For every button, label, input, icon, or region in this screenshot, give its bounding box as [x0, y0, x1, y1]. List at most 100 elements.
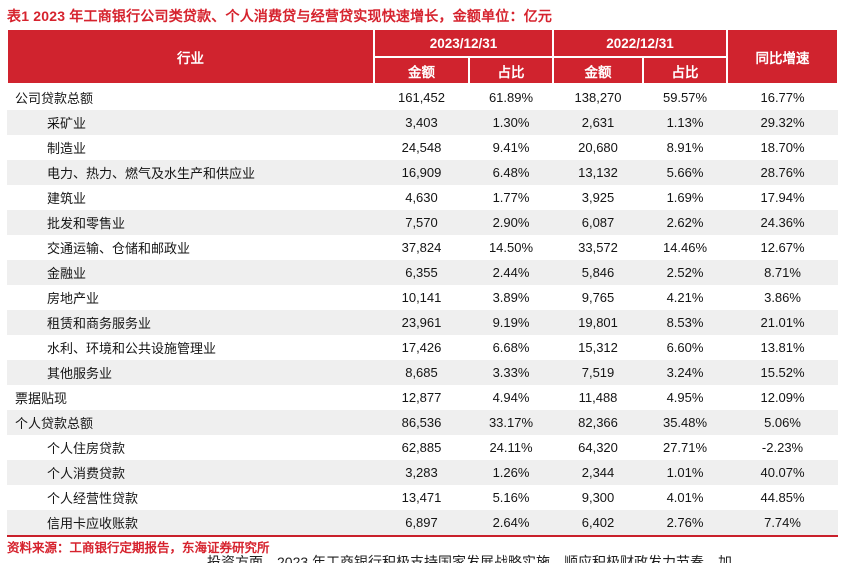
industry-label: 租赁和商务服务业: [47, 316, 152, 331]
amount-2022-cell: 138,270: [574, 90, 622, 105]
table-header: 行业 2023/12/31 2022/12/31 同比增速 金额 占比 金额 占…: [6, 28, 840, 85]
amount-2023-cell: 8,685: [405, 365, 438, 380]
amount-2023-cell: 3,283: [405, 465, 438, 480]
industry-label: 信用卡应收账款: [47, 516, 139, 531]
header-industry: 行业: [6, 28, 375, 85]
amount-2023-cell: 4,630: [405, 190, 438, 205]
yoy-cell: 3.86%: [764, 290, 801, 305]
amount-2023-cell: 17,426: [401, 340, 442, 355]
share-2022-cell: 1.13%: [666, 115, 704, 130]
amount-2023-cell: 161,452: [398, 90, 445, 105]
table-row: 批发和零售业 7,570 2.90% 6,087 2.62% 24.36%: [7, 210, 839, 235]
amount-2022-cell: 11,488: [578, 390, 618, 405]
industry-label: 个人贷款总额: [15, 416, 94, 431]
share-2023-cell: 2.64%: [492, 515, 530, 530]
yoy-cell: 5.06%: [764, 415, 801, 430]
header-date-2022: 2022/12/31: [552, 28, 729, 58]
share-2023-cell: 14.50%: [488, 240, 534, 255]
header-share-2022: 占比: [642, 56, 729, 85]
share-2023-cell: 9.41%: [492, 140, 530, 155]
share-2022-cell: 2.76%: [666, 515, 704, 530]
table-row: 其他服务业 8,685 3.33% 7,519 3.24% 15.52%: [7, 360, 839, 385]
share-2022-cell: 1.69%: [666, 190, 704, 205]
table-row: 个人消费贷款 3,283 1.26% 2,344 1.01% 40.07%: [7, 460, 839, 485]
amount-2022-cell: 20,680: [578, 140, 618, 155]
industry-label: 个人住房贷款: [47, 441, 126, 456]
amount-2023-cell: 23,961: [401, 315, 442, 330]
amount-2023-cell: 86,536: [401, 415, 442, 430]
share-2023-cell: 3.33%: [492, 365, 530, 380]
table-row: 电力、热力、燃气及水生产和供应业 16,909 6.48% 13,132 5.6…: [7, 160, 839, 185]
amount-2022-cell: 33,572: [578, 240, 618, 255]
amount-2022-cell: 82,366: [578, 415, 618, 430]
share-2022-cell: 14.46%: [662, 240, 708, 255]
yoy-cell: 12.67%: [760, 240, 805, 255]
yoy-cell: 7.74%: [764, 515, 801, 530]
amount-2023-cell: 10,141: [401, 290, 442, 305]
yoy-cell: 21.01%: [760, 315, 805, 330]
header-amount-2022: 金额: [552, 56, 645, 85]
amount-2022-cell: 9,765: [581, 290, 615, 305]
amount-2023-cell: 3,403: [405, 115, 438, 130]
share-2022-cell: 6.60%: [666, 340, 704, 355]
amount-2022-cell: 6,087: [581, 215, 615, 230]
amount-2022-cell: 2,344: [581, 465, 615, 480]
table-row: 水利、环境和公共设施管理业 17,426 6.68% 15,312 6.60% …: [7, 335, 838, 360]
share-2023-cell: 5.16%: [492, 490, 530, 505]
yoy-cell: 12.09%: [760, 390, 805, 405]
share-2023-cell: 4.94%: [492, 390, 530, 405]
table-row: 制造业 24,548 9.41% 20,680 8.91% 18.70%: [7, 135, 838, 160]
amount-2023-cell: 16,909: [401, 165, 442, 180]
amount-2022-cell: 2,631: [581, 115, 615, 130]
table-title: 表1 2023 年工商银行公司类贷款、个人消费贷与经营贷实现快速增长，金额单位：…: [7, 8, 553, 24]
table-row: 采矿业 3,403 1.30% 2,631 1.13% 29.32%: [7, 110, 839, 135]
industry-label: 水利、环境和公共设施管理业: [47, 341, 217, 356]
share-2023-cell: 6.48%: [492, 165, 530, 180]
share-2023-cell: 33.17%: [488, 415, 534, 430]
amount-2023-cell: 6,355: [405, 265, 438, 280]
yoy-cell: 28.76%: [760, 165, 805, 180]
share-2023-cell: 2.90%: [492, 215, 530, 230]
share-2022-cell: 4.95%: [666, 390, 704, 405]
amount-2022-cell: 64,320: [578, 440, 618, 455]
amount-2023-cell: 13,471: [401, 490, 442, 505]
loan-breakdown-table: 行业 2023/12/31 2022/12/31 同比增速 金额 占比 金额 占…: [6, 28, 840, 537]
header-yoy: 同比增速: [726, 28, 840, 85]
source-note: 资料来源：工商银行定期报告，东海证券研究所: [7, 541, 270, 555]
industry-label: 制造业: [47, 141, 87, 156]
amount-2022-cell: 5,846: [581, 265, 615, 280]
yoy-cell: 17.94%: [760, 190, 805, 205]
amount-2022-cell: 3,925: [581, 190, 615, 205]
industry-label: 采矿业: [47, 116, 87, 131]
table-row: 个人住房贷款 62,885 24.11% 64,320 27.71% -2.23…: [7, 435, 838, 460]
share-2023-cell: 9.19%: [492, 315, 530, 330]
clipped-paragraph-text: 投资方面，2023 年工商银行积极支持国家发展战略实施，顺应积极财政发力节奏，加: [207, 554, 733, 563]
amount-2023-cell: 7,570: [405, 215, 438, 230]
header-share-2023: 占比: [467, 56, 555, 85]
share-2022-cell: 4.21%: [666, 290, 704, 305]
industry-label: 票据贴现: [15, 391, 68, 406]
yoy-cell: 44.85%: [760, 490, 805, 505]
share-2022-cell: 59.57%: [662, 90, 708, 105]
share-2022-cell: 3.24%: [666, 365, 704, 380]
table-row: 个人经营性贷款 13,471 5.16% 9,300 4.01% 44.85%: [7, 485, 838, 510]
header-date-2023: 2023/12/31: [372, 28, 555, 58]
share-2022-cell: 8.91%: [666, 140, 704, 155]
share-2022-cell: 35.48%: [662, 415, 708, 430]
share-2022-cell: 2.52%: [666, 265, 704, 280]
yoy-cell: 24.36%: [760, 215, 805, 230]
share-2023-cell: 1.30%: [492, 115, 530, 130]
share-2023-cell: 6.68%: [492, 340, 530, 355]
table-row: 建筑业 4,630 1.77% 3,925 1.69% 17.94%: [7, 185, 838, 210]
table-row: 票据贴现 12,877 4.94% 11,488 4.95% 12.09%: [7, 385, 838, 410]
yoy-cell: 40.07%: [760, 465, 805, 480]
share-2023-cell: 1.77%: [492, 190, 530, 205]
amount-2023-cell: 37,824: [401, 240, 442, 255]
share-2022-cell: 2.62%: [666, 215, 704, 230]
amount-2022-cell: 7,519: [581, 365, 615, 380]
industry-label: 电力、热力、燃气及水生产和供应业: [47, 166, 256, 181]
industry-label: 其他服务业: [47, 366, 113, 381]
amount-2022-cell: 13,132: [578, 165, 618, 180]
share-2023-cell: 24.11%: [489, 440, 533, 455]
